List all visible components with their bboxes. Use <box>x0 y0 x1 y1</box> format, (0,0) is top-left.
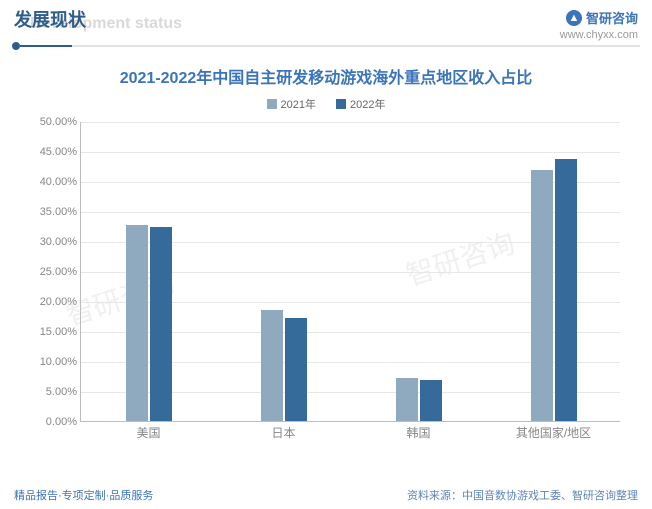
chart-bar <box>420 380 442 421</box>
legend-swatch <box>336 99 346 109</box>
y-axis-label: 0.00% <box>25 416 77 428</box>
x-axis-label: 日本 <box>271 424 295 441</box>
brand-icon: ▲ <box>566 10 582 26</box>
chart-legend: 2021年 2022年 <box>0 96 652 112</box>
y-axis-label: 15.00% <box>25 326 77 338</box>
y-axis-label: 25.00% <box>25 266 77 278</box>
chart-bar <box>150 227 172 421</box>
chart-bar <box>285 318 307 421</box>
chart-bar <box>396 378 418 421</box>
y-axis-label: 50.00% <box>25 116 77 128</box>
x-axis-label: 美国 <box>136 424 160 441</box>
y-axis-label: 45.00% <box>25 146 77 158</box>
header-underline <box>20 45 640 47</box>
chart-bar <box>555 159 577 421</box>
chart-bar <box>126 225 148 421</box>
chart-plot: 0.00%5.00%10.00%15.00%20.00%25.00%30.00%… <box>80 122 620 422</box>
chart-area: 智研咨询 智研咨询 0.00%5.00%10.00%15.00%20.00%25… <box>24 118 634 448</box>
header: 发展现状 Development status ▲ 智研咨询 www.chyxx… <box>0 0 652 48</box>
y-axis-label: 35.00% <box>25 206 77 218</box>
y-axis-label: 10.00% <box>25 356 77 368</box>
header-underline-accent <box>20 45 72 47</box>
brand-name: 智研咨询 <box>586 8 638 27</box>
y-axis-label: 40.00% <box>25 176 77 188</box>
legend-label: 2022年 <box>350 96 385 112</box>
legend-item: 2022年 <box>336 96 385 112</box>
legend-swatch <box>267 99 277 109</box>
x-axis-label: 韩国 <box>406 424 430 441</box>
y-axis-label: 5.00% <box>25 386 77 398</box>
chart-bar <box>261 310 283 421</box>
legend-item: 2021年 <box>267 96 316 112</box>
grid-line <box>81 152 620 153</box>
header-title-cn: 发展现状 <box>14 6 86 32</box>
chart-title: 2021-2022年中国自主研发移动游戏海外重点地区收入占比 <box>0 64 652 88</box>
header-left: 发展现状 Development status <box>14 6 86 32</box>
legend-label: 2021年 <box>281 96 316 112</box>
brand-url: www.chyxx.com <box>560 29 638 41</box>
y-axis-label: 20.00% <box>25 296 77 308</box>
footer-left: 精品报告·专项定制·品质服务 <box>14 487 153 503</box>
brand-block: ▲ 智研咨询 www.chyxx.com <box>560 6 638 41</box>
grid-line <box>81 122 620 123</box>
header-dot-icon <box>12 42 20 50</box>
chart-bar <box>531 170 553 421</box>
x-axis-label: 其他国家/地区 <box>516 424 591 441</box>
footer-right: 资料来源：中国音数协游戏工委、智研咨询整理 <box>407 487 638 503</box>
footer: 精品报告·专项定制·品质服务 资料来源：中国音数协游戏工委、智研咨询整理 <box>14 487 638 503</box>
y-axis-label: 30.00% <box>25 236 77 248</box>
